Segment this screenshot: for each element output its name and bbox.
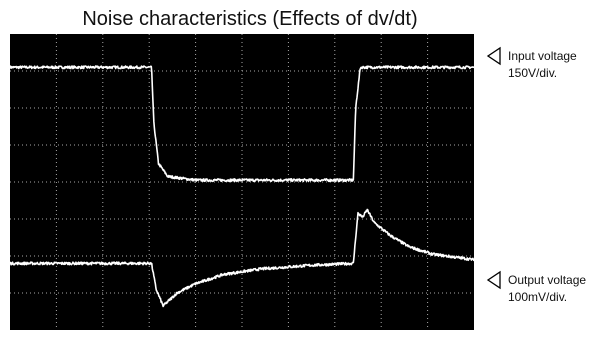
output-voltage-scale: 100mV/div.: [508, 290, 568, 304]
chart-title: Noise characteristics (Effects of dv/dt): [82, 8, 418, 30]
triangle-marker-icon: [486, 46, 501, 66]
output-voltage-label: Output voltage 100mV/div.: [508, 272, 586, 306]
output-voltage-marker: [486, 270, 502, 290]
traces: [10, 65, 474, 308]
input-voltage-label: Input voltage 150V/div.: [508, 48, 577, 82]
grid: [10, 34, 474, 330]
input-voltage-marker: [486, 46, 502, 66]
input-voltage-name: Input voltage: [508, 49, 577, 63]
input-voltage-trace: [10, 65, 474, 183]
oscilloscope-screen: [10, 34, 474, 330]
output-voltage-trace: [10, 208, 474, 308]
triangle-marker-icon: [486, 270, 501, 290]
output-voltage-name: Output voltage: [508, 273, 587, 287]
input-voltage-scale: 150V/div.: [508, 66, 558, 80]
